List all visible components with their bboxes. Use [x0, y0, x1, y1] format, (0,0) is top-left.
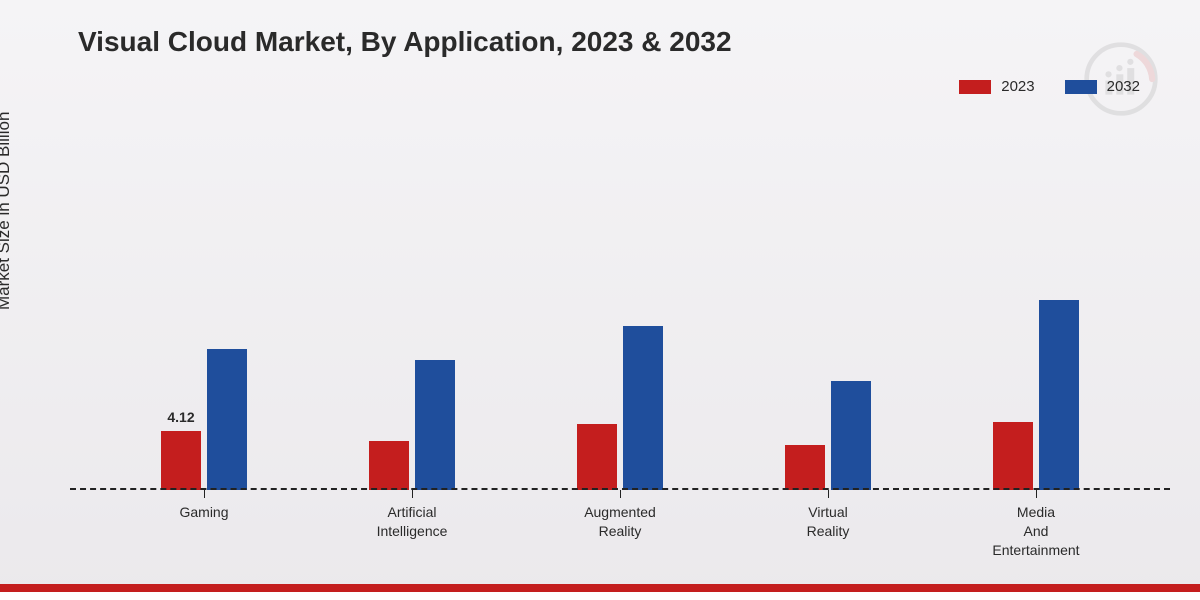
footer-white-strip — [0, 592, 1200, 600]
bar-group — [993, 130, 1079, 490]
bar-value-label: 4.12 — [167, 409, 194, 425]
bar-2023 — [161, 431, 201, 490]
bar-2032 — [623, 326, 663, 490]
bar-group — [369, 130, 455, 490]
bar-2032 — [207, 349, 247, 490]
legend-swatch-2023 — [959, 80, 991, 94]
legend-swatch-2032 — [1065, 80, 1097, 94]
legend-label-2032: 2032 — [1107, 78, 1140, 95]
bar-2023 — [785, 445, 825, 490]
x-axis-label: Media And Entertainment — [976, 503, 1096, 560]
legend-item-2023: 2023 — [959, 78, 1034, 95]
legend: 2023 2032 — [959, 78, 1140, 95]
x-axis-label: Gaming — [144, 503, 264, 560]
x-axis-labels: Gaming Artificial Intelligence Augmented R… — [70, 503, 1170, 560]
bar-2023 — [577, 424, 617, 490]
legend-item-2032: 2032 — [1065, 78, 1140, 95]
footer-band — [0, 584, 1200, 600]
bar-2032 — [831, 381, 871, 490]
x-tick — [204, 490, 205, 498]
x-tick — [620, 490, 621, 498]
bar-group: 4.12 — [161, 130, 247, 490]
bar-2032 — [415, 360, 455, 490]
bar-2023 — [993, 422, 1033, 490]
bar-group — [577, 130, 663, 490]
legend-label-2023: 2023 — [1001, 78, 1034, 95]
y-axis-label: Market Size in USD Billion — [0, 112, 14, 310]
plot-area: 4.12 — [70, 130, 1170, 490]
x-tick — [412, 490, 413, 498]
x-tick — [828, 490, 829, 498]
bar-2023 — [369, 441, 409, 490]
x-axis-baseline — [70, 488, 1170, 490]
bar-groups: 4.12 — [70, 130, 1170, 490]
footer-red-strip — [0, 584, 1200, 592]
x-axis-label: Virtual Reality — [768, 503, 888, 560]
bar-group — [785, 130, 871, 490]
chart-title: Visual Cloud Market, By Application, 202… — [78, 26, 732, 58]
x-axis-label: Augmented Reality — [560, 503, 680, 560]
x-axis-label: Artificial Intelligence — [352, 503, 472, 560]
bar-2032 — [1039, 300, 1079, 490]
x-tick — [1036, 490, 1037, 498]
